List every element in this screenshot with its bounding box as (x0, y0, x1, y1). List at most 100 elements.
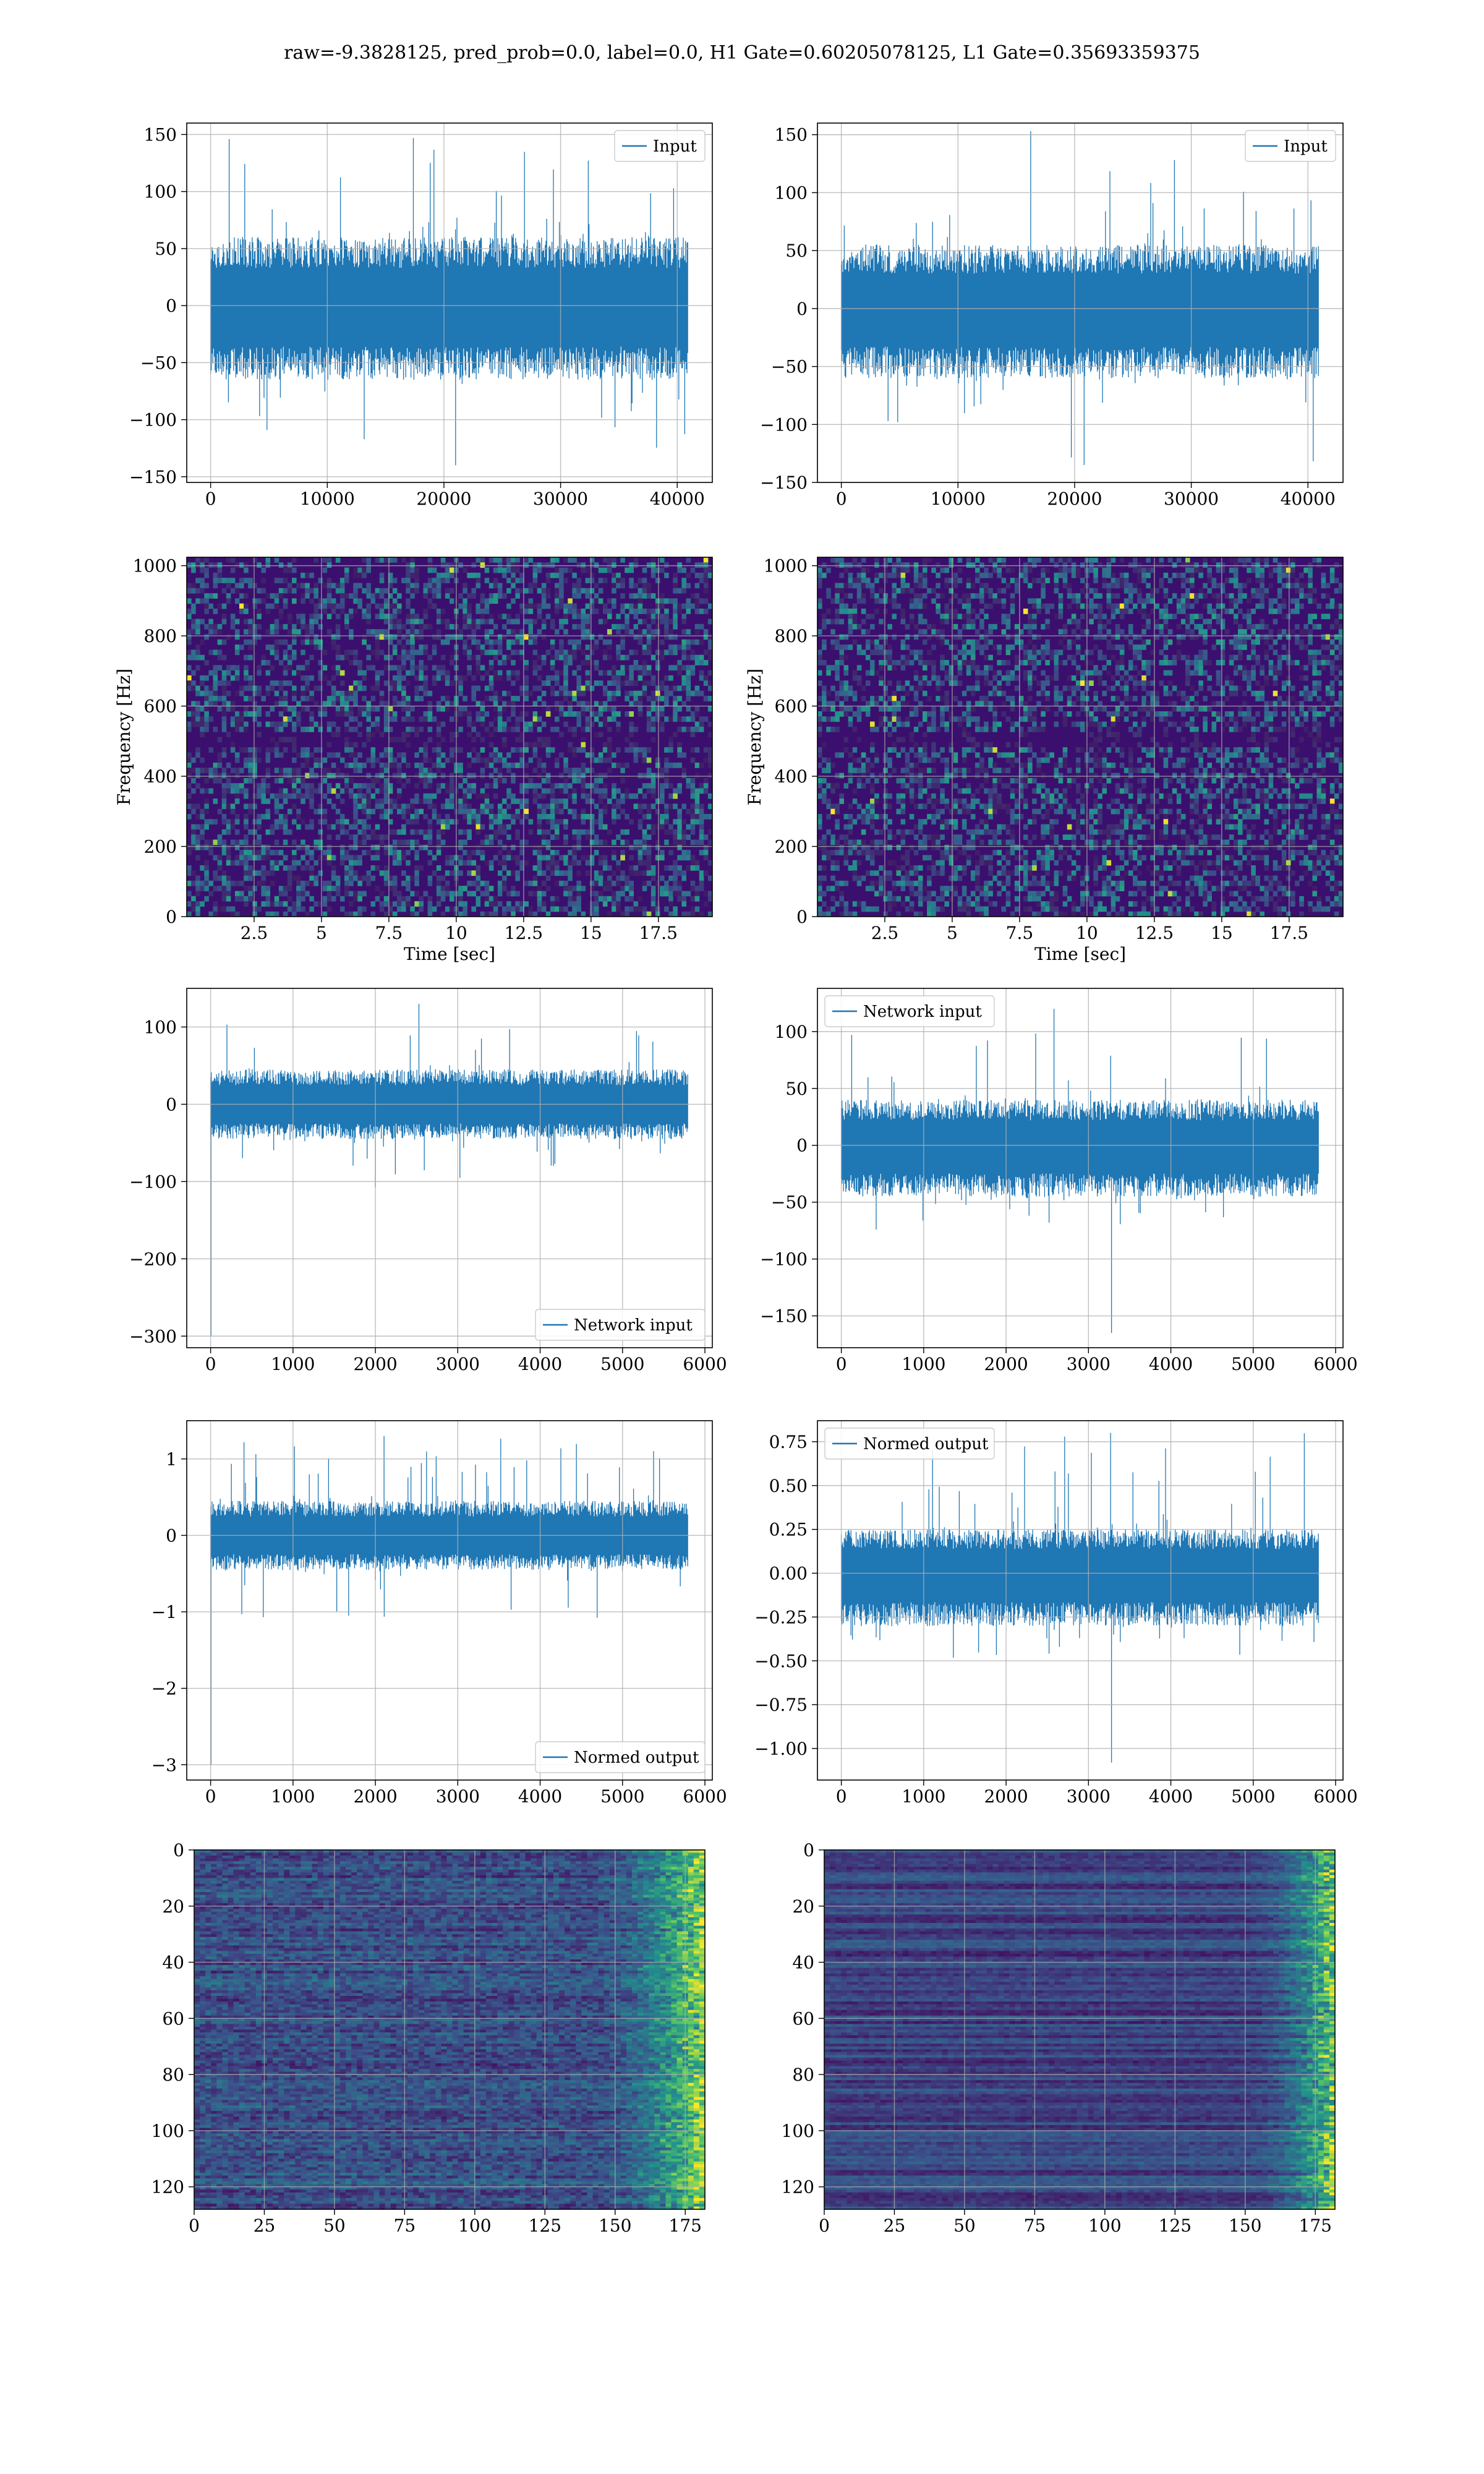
h1-spectrogram-ytick-label: 400 (144, 766, 177, 787)
l1-features-ytick-label: 40 (792, 1953, 814, 1973)
l1-normed-output-axes: 0 1000 2000 3000 4000 5000 6000 −1.00 −0.75 −0.50… (754, 1420, 1358, 1807)
l1-network-input-legend: Network input (824, 995, 995, 1027)
h1-normed-output-xtick-label: 3000 (436, 1786, 480, 1807)
h1-normed-output-xtick-label: 5000 (600, 1786, 644, 1807)
l1-network-input-xtick-label: 1000 (902, 1354, 945, 1374)
l1-network-input-xtick-label: 5000 (1231, 1354, 1275, 1374)
l1-network-input-ytick-label: 100 (775, 1022, 808, 1042)
h1-normed-output-ytick-label: 0 (166, 1525, 177, 1546)
l1-input-ytick-label: 50 (785, 241, 808, 261)
l1-spectrogram-plot-area (817, 557, 1343, 917)
l1-input-grid (817, 123, 1343, 482)
l1-spectrogram-ytick-label: 200 (775, 837, 808, 857)
l1-features-ytick-label: 0 (803, 1840, 814, 1860)
l1-spectrogram-ytick-label: 400 (775, 766, 808, 787)
h1-network-input-series-line (210, 1004, 688, 1337)
l1-features-ytick-label: 80 (792, 2065, 814, 2085)
l1-normed-output-xtick-label: 6000 (1313, 1786, 1357, 1807)
h1-input-legend: Input (614, 130, 706, 162)
h1-network-input-xtick-label: 4000 (518, 1354, 562, 1374)
h1-normed-output-grid (187, 1421, 712, 1780)
l1-features-xtick-label: 150 (1229, 2215, 1261, 2236)
h1-network-input-xtick-label: 0 (205, 1354, 216, 1374)
l1-features-ytick-label: 60 (792, 2008, 814, 2029)
l1-spectrogram-cells (817, 557, 1343, 917)
h1-normed-output-frame (186, 1420, 713, 1781)
h1-normed-output-xtick-label: 1000 (271, 1786, 315, 1807)
h1-input-ytick-label: 0 (166, 296, 177, 316)
h1-input-ytick-label: −150 (129, 467, 177, 487)
l1-features-xtick-label: 25 (884, 2215, 906, 2236)
l1-normed-output-xtick-label: 0 (836, 1786, 847, 1807)
h1-features-ytick-label: 120 (151, 2177, 184, 2198)
h1-spectrogram-xtick-label: 12.5 (505, 923, 543, 943)
l1-normed-output-ytick-label: −0.75 (754, 1695, 808, 1715)
h1-network-input-legend-label: Network input (574, 1316, 693, 1335)
l1-features-frame (824, 1849, 1336, 2210)
h1-features-ytick-label: 80 (162, 2065, 184, 2085)
h1-input-legend-label: Input (653, 137, 697, 156)
l1-normed-output-xtick-label: 3000 (1067, 1786, 1111, 1807)
l1-spectrogram-ytick-label: 0 (796, 907, 808, 927)
h1-features-frame (194, 1849, 706, 2210)
h1-normed-output-xtick-label: 0 (205, 1786, 216, 1807)
l1-network-input-legend-label: Network input (863, 1003, 982, 1021)
l1-normed-output-ytick-label: −0.25 (754, 1607, 808, 1627)
h1-network-input-xtick-label: 3000 (436, 1354, 480, 1374)
l1-spectrogram-axes: 2.5 5 7.5 10 12.5 15 17.5 0 200 400 600 800 1000 Time… (744, 556, 1344, 964)
l1-input-ytick-label: 150 (775, 125, 808, 145)
l1-network-input-xtick-label: 4000 (1149, 1354, 1193, 1374)
h1-spectrogram-xtick-label: 5 (316, 923, 327, 943)
l1-features-xtick-label: 50 (953, 2215, 976, 2236)
h1-normed-output-legend: Normed output (535, 1741, 706, 1773)
l1-normed-output-ytick-label: −0.50 (754, 1651, 808, 1671)
l1-network-input-ytick-label: 50 (785, 1079, 808, 1099)
h1-network-input-xtick-label: 6000 (683, 1354, 727, 1374)
l1-spectrogram-grid (817, 557, 1343, 917)
h1-network-input-xtick-label: 5000 (600, 1354, 644, 1374)
l1-features-ytick-label: 120 (782, 2177, 814, 2198)
h1-features-xtick-label: 125 (529, 2215, 561, 2236)
l1-network-input-xtick-label: 0 (836, 1354, 847, 1374)
l1-spectrogram-xtick-label: 17.5 (1270, 923, 1308, 943)
l1-spectrogram-xtick-label: 2.5 (871, 923, 899, 943)
l1-input-series-line (840, 131, 1319, 465)
l1-normed-output-xtick-label: 4000 (1149, 1786, 1193, 1807)
l1-normed-output-ytick-label: 0.00 (769, 1564, 808, 1584)
l1-spectrogram-xtick-label: 15 (1211, 923, 1233, 943)
l1-input-ytick-label: −100 (760, 414, 808, 435)
h1-network-input-legend: Network input (535, 1309, 706, 1341)
h1-network-input-xtick-label: 1000 (271, 1354, 315, 1374)
l1-spectrogram-ylabel: Frequency [Hz] (744, 669, 765, 805)
h1-spectrogram-xtick-label: 2.5 (241, 923, 268, 943)
h1-input-ytick-label: 50 (155, 239, 177, 259)
l1-input-legend: Input (1245, 130, 1336, 162)
h1-features-xtick-label: 0 (189, 2215, 200, 2236)
l1-normed-output-ytick-label: 0.50 (769, 1476, 808, 1496)
l1-input-xtick-label: 40000 (1281, 489, 1336, 509)
l1-normed-output-grid (817, 1421, 1343, 1780)
l1-features-ytick-label: 100 (782, 2121, 814, 2141)
h1-features-xtick-label: 25 (254, 2215, 276, 2236)
h1-features-ytick-label: 100 (151, 2121, 184, 2141)
h1-spectrogram-grid (187, 557, 712, 917)
l1-network-input-xtick-label: 3000 (1067, 1354, 1111, 1374)
h1-normed-output-xtick-label: 2000 (353, 1786, 397, 1807)
l1-spectrogram-frame (817, 557, 1344, 917)
l1-input-legend-label: Input (1284, 137, 1328, 156)
h1-input-frame (186, 122, 713, 483)
h1-features-xtick-label: 150 (599, 2215, 631, 2236)
h1-input-ytick-label: 100 (144, 182, 177, 202)
h1-normed-output-xtick-label: 4000 (518, 1786, 562, 1807)
h1-network-input-ytick-label: 100 (144, 1017, 177, 1037)
h1-input-xtick-label: 0 (205, 489, 216, 509)
h1-input-ytick-label: −50 (140, 353, 177, 373)
l1-features-cells (824, 1850, 1335, 2209)
l1-network-input-plot-area (817, 988, 1343, 1348)
l1-input-frame (817, 122, 1344, 483)
h1-spectrogram-axes: 2.5 5 7.5 10 12.5 15 17.5 0 200 400 600 800 1000 Time… (114, 556, 713, 964)
h1-spectrogram-xlabel: Time [sec] (404, 944, 495, 964)
l1-normed-output-ytick-label: 0.25 (769, 1520, 808, 1540)
h1-input-axes: 0 10000 20000 30000 40000 −150 −100 −50 0 50 100 15… (129, 122, 713, 509)
